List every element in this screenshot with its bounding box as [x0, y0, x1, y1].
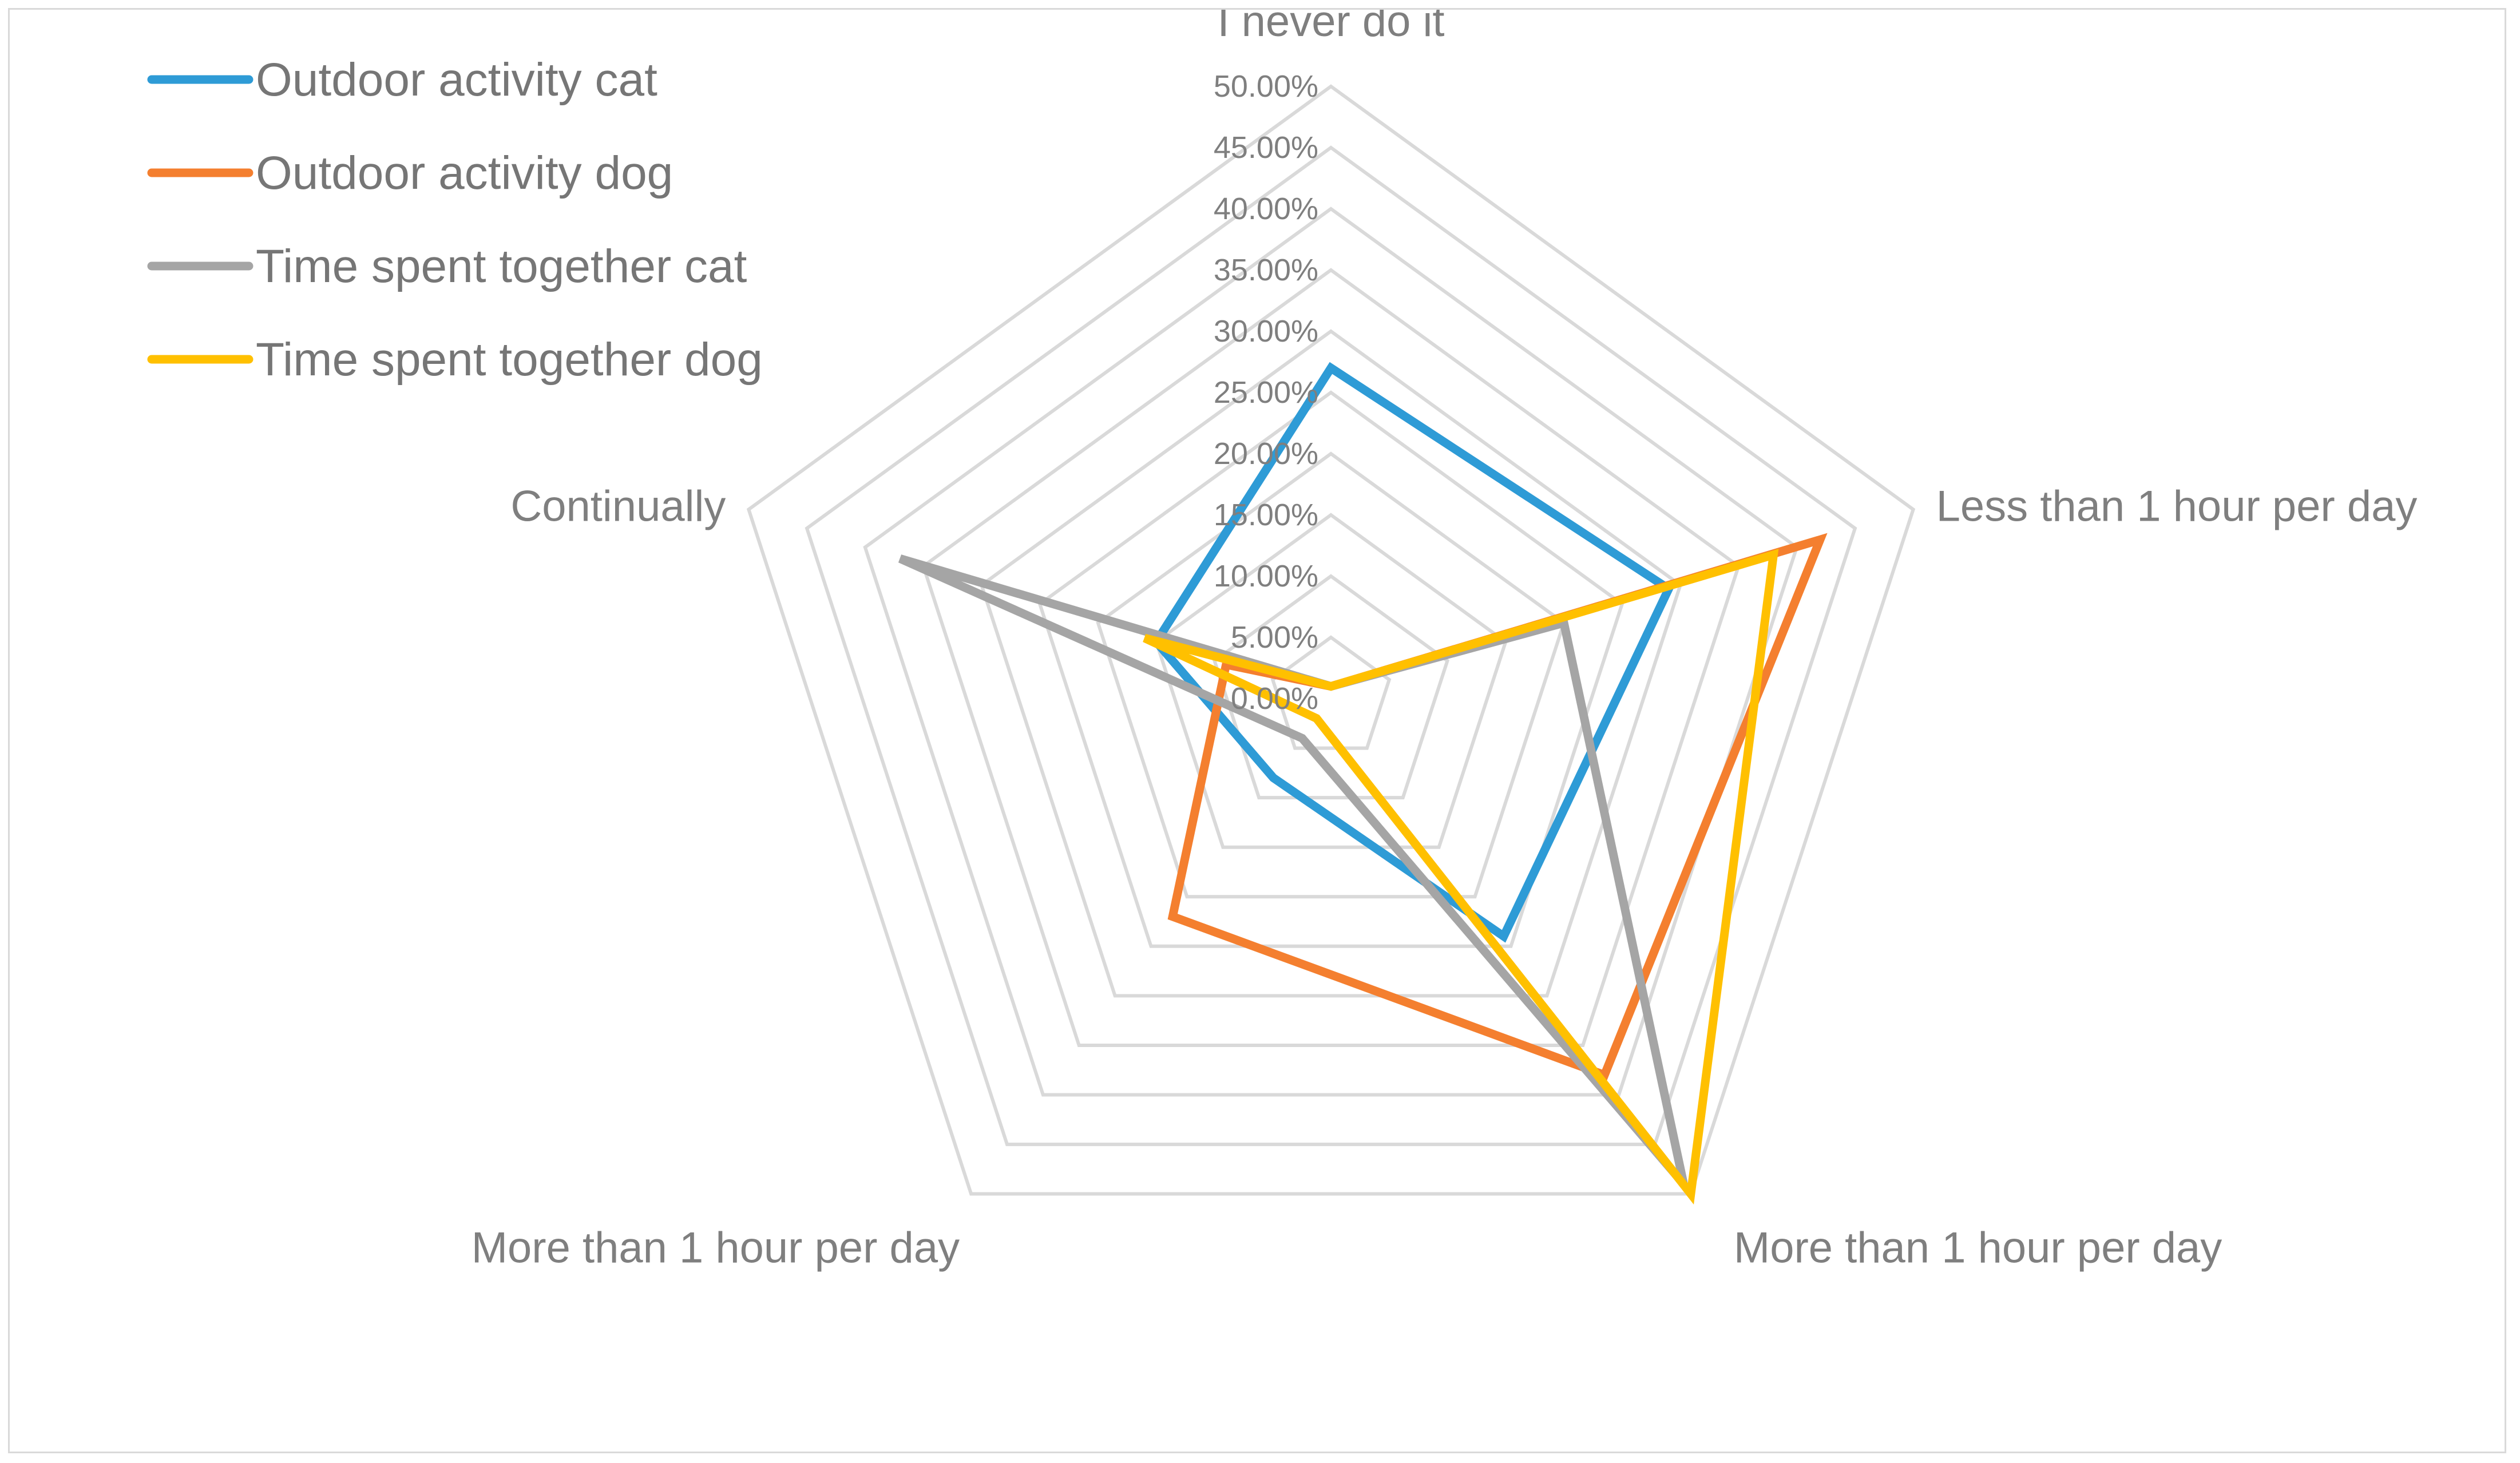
- grid-ring: [1212, 574, 1450, 800]
- tick-label: 5.00%: [1231, 620, 1318, 655]
- category-label: More than 1 hour per day: [471, 1224, 960, 1272]
- grid-ring: [921, 268, 1741, 1047]
- tick-label: 35.00%: [1214, 253, 1318, 287]
- tick-label: 15.00%: [1214, 498, 1318, 532]
- series-outdoor-activity-cat: [1151, 362, 1674, 943]
- grid-ring: [746, 84, 1916, 1196]
- tick-label: 45.00%: [1214, 130, 1318, 165]
- grid-ring: [863, 207, 1799, 1097]
- tick-label: 30.00%: [1214, 314, 1318, 348]
- tick-label: 50.00%: [1214, 69, 1318, 104]
- legend-label: Outdoor activity dog: [256, 147, 673, 199]
- legend-label: Time spent together dog: [256, 334, 763, 386]
- series-layer: [898, 362, 1828, 1205]
- legend: Outdoor activity cat Outdoor activity dog…: [147, 54, 763, 386]
- category-label: Less than 1 hour per day: [1936, 482, 2418, 530]
- radar-chart: 0.00% 5.00% 10.00% 15.00% 20.00% 25.00% 30.00%…: [147, 10, 2418, 1272]
- grid-ring: [979, 329, 1683, 998]
- tick-layer: 0.00% 5.00% 10.00% 15.00% 20.00% 25.00% 30.00%…: [1214, 69, 1318, 716]
- category-layer: I never do it Less than 1 hour per day Mor…: [471, 10, 2418, 1272]
- series-time-spent-together-dog: [1143, 549, 1779, 1205]
- grid-ring: [1154, 513, 1508, 849]
- tick-label: 0.00%: [1231, 681, 1318, 716]
- legend-label: Time spent together cat: [256, 240, 747, 292]
- series-time-spent-together-cat: [898, 554, 1691, 1200]
- grid-ring: [805, 145, 1857, 1147]
- tick-label: 25.00%: [1214, 375, 1318, 410]
- chart-frame: 0.00% 5.00% 10.00% 15.00% 20.00% 25.00% 30.00%…: [8, 8, 2506, 1453]
- category-label: More than 1 hour per day: [1734, 1224, 2222, 1272]
- grid-ring: [1096, 451, 1566, 899]
- grid-layer: [746, 84, 1916, 1196]
- legend-label: Outdoor activity cat: [256, 54, 657, 106]
- category-label: Continually: [510, 482, 726, 530]
- tick-label: 40.00%: [1214, 192, 1318, 226]
- tick-label: 10.00%: [1214, 559, 1318, 593]
- tick-label: 20.00%: [1214, 437, 1318, 471]
- grid-ring: [1037, 390, 1624, 948]
- category-label: I never do it: [1217, 10, 1444, 46]
